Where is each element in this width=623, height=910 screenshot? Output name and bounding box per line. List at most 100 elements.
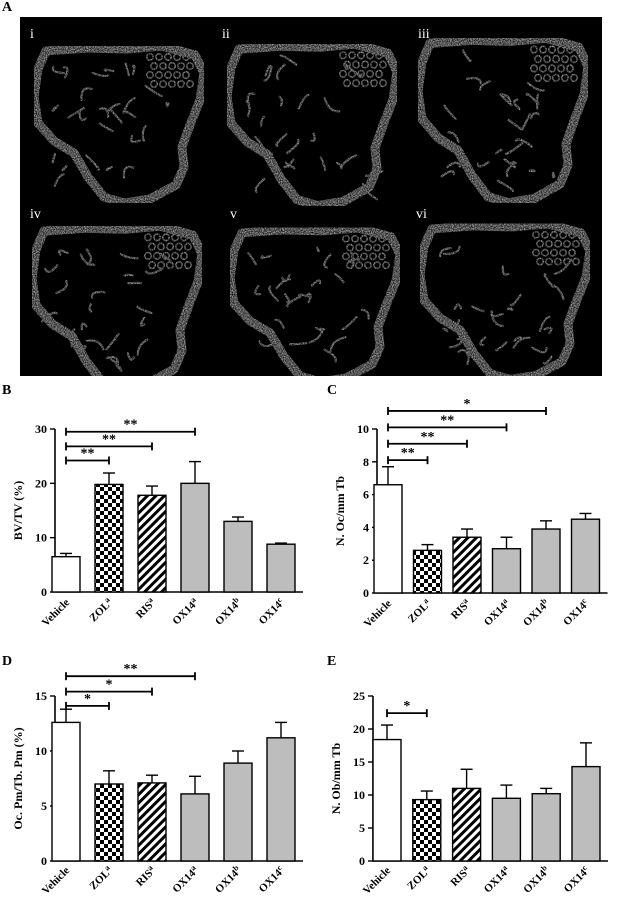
bar: [180, 482, 210, 593]
bar: [372, 738, 402, 862]
bar: [571, 765, 601, 862]
y-tick-label: 5: [41, 799, 47, 813]
bone-cross-section: [415, 219, 595, 376]
y-tick-label: 20: [35, 476, 47, 490]
y-tick-label: 10: [35, 744, 47, 758]
bar: [223, 520, 253, 593]
bar: [137, 782, 167, 862]
y-tick-label: 10: [357, 422, 369, 436]
y-tick-label: 0: [359, 854, 365, 868]
scan-label-vi: vi: [416, 207, 427, 222]
significance-stars: *: [403, 699, 410, 714]
x-tick-label: Vehicle: [361, 865, 393, 897]
y-tick-label: 0: [363, 586, 369, 600]
y-tick-label: 8: [363, 455, 369, 469]
panel-d-letter: D: [2, 654, 13, 669]
y-tick-label: 15: [35, 689, 47, 703]
x-tick-label: OX14c: [255, 863, 287, 895]
bar: [491, 548, 522, 594]
x-tick-label: Vehicle: [40, 597, 72, 629]
oc-perimeter-bar-chart: 0 5 10 15 Oc. Pm/Tb. Pm (%) Vehicle ZOLa RISa OX…: [11, 662, 303, 897]
significance-stars: *: [84, 692, 91, 707]
x-tick-label: RISa: [447, 596, 473, 622]
x-tick-label: OX14b: [212, 595, 245, 628]
significance-stars: **: [124, 662, 138, 677]
x-tick-label: OX14c: [560, 596, 592, 628]
bar: [491, 797, 522, 862]
bar: [94, 783, 124, 862]
x-tick-label: OX14a: [480, 596, 512, 628]
bar: [51, 555, 81, 593]
x-tick-label: ZOLa: [404, 596, 433, 625]
y-tick-label: 20: [353, 722, 365, 736]
x-tick-label: ZOLa: [86, 863, 115, 892]
y-tick-label: 2: [363, 553, 369, 567]
x-tick-label: Vehicle: [362, 598, 394, 630]
y-axis-title: Oc. Pm/Tb. Pm (%): [11, 727, 25, 829]
micro-ct-scans: [27, 33, 595, 376]
y-tick-label: 30: [35, 422, 47, 436]
bar: [373, 484, 403, 594]
x-tick-label: Vehicle: [40, 865, 72, 897]
y-axis-title: BV/TV (%): [11, 481, 25, 540]
x-tick-label: OX14b: [212, 863, 245, 896]
scan-label-iii: iii: [418, 27, 430, 42]
bar: [412, 798, 442, 862]
x-tick-label: RISa: [132, 863, 158, 889]
x-tick-label: OX14a: [480, 863, 512, 895]
y-axis-title: N. Oc/mm Tb: [333, 476, 347, 546]
bone-cross-section: [29, 41, 209, 208]
ob-count-bar-chart: 0 5 10 15 20 25 N. Ob/mm Tb Vehicle ZOLa RISa OX14…: [329, 689, 608, 897]
bone-cross-section: [27, 221, 207, 376]
bar: [531, 792, 561, 862]
y-tick-label: 0: [41, 585, 47, 599]
bar: [266, 737, 296, 862]
bar: [223, 762, 253, 862]
scan-label-i: i: [30, 27, 34, 42]
significance-stars: **: [421, 430, 435, 445]
x-tick-label: OX14c: [560, 863, 592, 895]
significance-stars: *: [464, 397, 471, 412]
x-tick-label: OX14b: [520, 863, 553, 896]
panel-a-letter: A: [2, 0, 13, 15]
bar: [452, 536, 482, 594]
y-tick-label: 0: [41, 854, 47, 868]
bar: [412, 549, 443, 594]
y-tick-label: 4: [363, 520, 369, 534]
significance-stars: **: [401, 446, 415, 461]
x-tick-label: ZOLa: [404, 863, 433, 892]
x-tick-label: RISa: [447, 863, 473, 889]
scan-label-iv: iv: [30, 207, 41, 222]
x-tick-label: OX14a: [169, 595, 201, 627]
bar: [137, 494, 167, 593]
scan-label-v: v: [230, 207, 237, 222]
bar: [266, 543, 296, 593]
x-tick-label: ZOLa: [86, 595, 115, 624]
significance-stars: **: [81, 447, 95, 462]
panel-b-letter: B: [2, 383, 12, 398]
y-tick-label: 15: [353, 755, 365, 769]
significance-stars: **: [102, 432, 116, 447]
x-tick-label: RISa: [132, 595, 158, 621]
x-tick-label: OX14b: [520, 596, 553, 629]
bone-cross-section: [222, 39, 402, 211]
significance-stars: **: [440, 413, 454, 428]
micro-ct-image-grid: i ii iii iv v vi: [20, 17, 602, 376]
bar: [180, 793, 210, 862]
x-tick-label: OX14c: [255, 595, 287, 627]
y-tick-label: 10: [353, 788, 365, 802]
significance-stars: *: [106, 678, 113, 693]
bar: [451, 787, 482, 862]
y-tick-label: 10: [35, 531, 47, 545]
bar: [94, 483, 124, 593]
y-tick-label: 5: [359, 821, 365, 835]
bone-cross-section: [225, 223, 405, 376]
bv-tv-bar-chart: 0 10 20 30 BV/TV (%) Vehicle ZOLa RISa OX14a OX14…: [11, 418, 303, 629]
panel-e-letter: E: [327, 654, 337, 669]
x-tick-label: OX14a: [169, 863, 201, 895]
bar: [531, 528, 561, 594]
panel-c-letter: C: [327, 383, 338, 398]
y-axis-title: N. Ob/mm Tb: [329, 742, 343, 814]
y-tick-label: 6: [363, 488, 369, 502]
